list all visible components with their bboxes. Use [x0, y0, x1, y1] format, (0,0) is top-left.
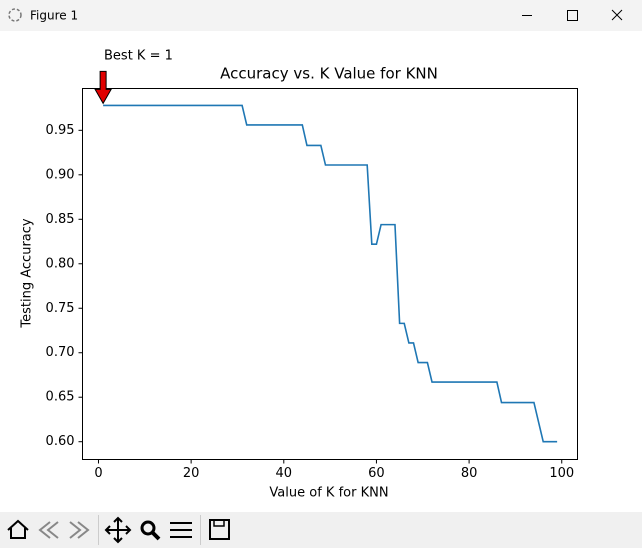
annotation-text: Best K = 1: [104, 49, 173, 64]
y-tick-label: 0.60: [46, 434, 75, 449]
x-axis-label: Value of K for KNN: [269, 486, 388, 501]
toolbar: [0, 512, 642, 548]
toolbar-buttons: [7, 516, 230, 544]
configure-button[interactable]: [170, 522, 192, 538]
annotation-arrow: [94, 70, 112, 105]
x-tick-label: 60: [368, 466, 385, 481]
x-tick-label: 40: [276, 466, 293, 481]
zoom-button[interactable]: [140, 520, 156, 536]
home-button[interactable]: [7, 519, 29, 539]
x-tick-label: 0: [94, 466, 102, 481]
y-tick-label: 0.85: [46, 212, 75, 227]
maximize-button[interactable]: [567, 10, 578, 21]
forward-button[interactable]: [69, 521, 90, 539]
x-tick-label: 80: [461, 466, 478, 481]
close-button[interactable]: [611, 9, 623, 21]
data-line: [103, 104, 558, 443]
y-tick-label: 0.65: [46, 390, 75, 405]
chart-title: Accuracy vs. K Value for KNN: [220, 65, 438, 83]
pan-button[interactable]: [104, 516, 132, 544]
y-tick-label: 0.95: [46, 123, 75, 138]
y-tick-label: 0.75: [46, 301, 75, 316]
app-icon: [8, 8, 22, 22]
zoom-handle: [150, 530, 161, 541]
back-button[interactable]: [38, 521, 59, 539]
y-tick-label: 0.80: [46, 256, 75, 271]
y-tick-label: 0.90: [46, 167, 75, 182]
x-tick-label: 100: [549, 466, 574, 481]
x-tick-label: 20: [183, 466, 200, 481]
y-tick-label: 0.70: [46, 345, 75, 360]
save-icon-detail: [213, 519, 225, 527]
window-title: Figure 1: [30, 9, 78, 23]
y-axis-label: Testing Accuracy: [20, 218, 35, 328]
title-bar: [0, 0, 642, 31]
axes-frame: [82, 88, 578, 460]
